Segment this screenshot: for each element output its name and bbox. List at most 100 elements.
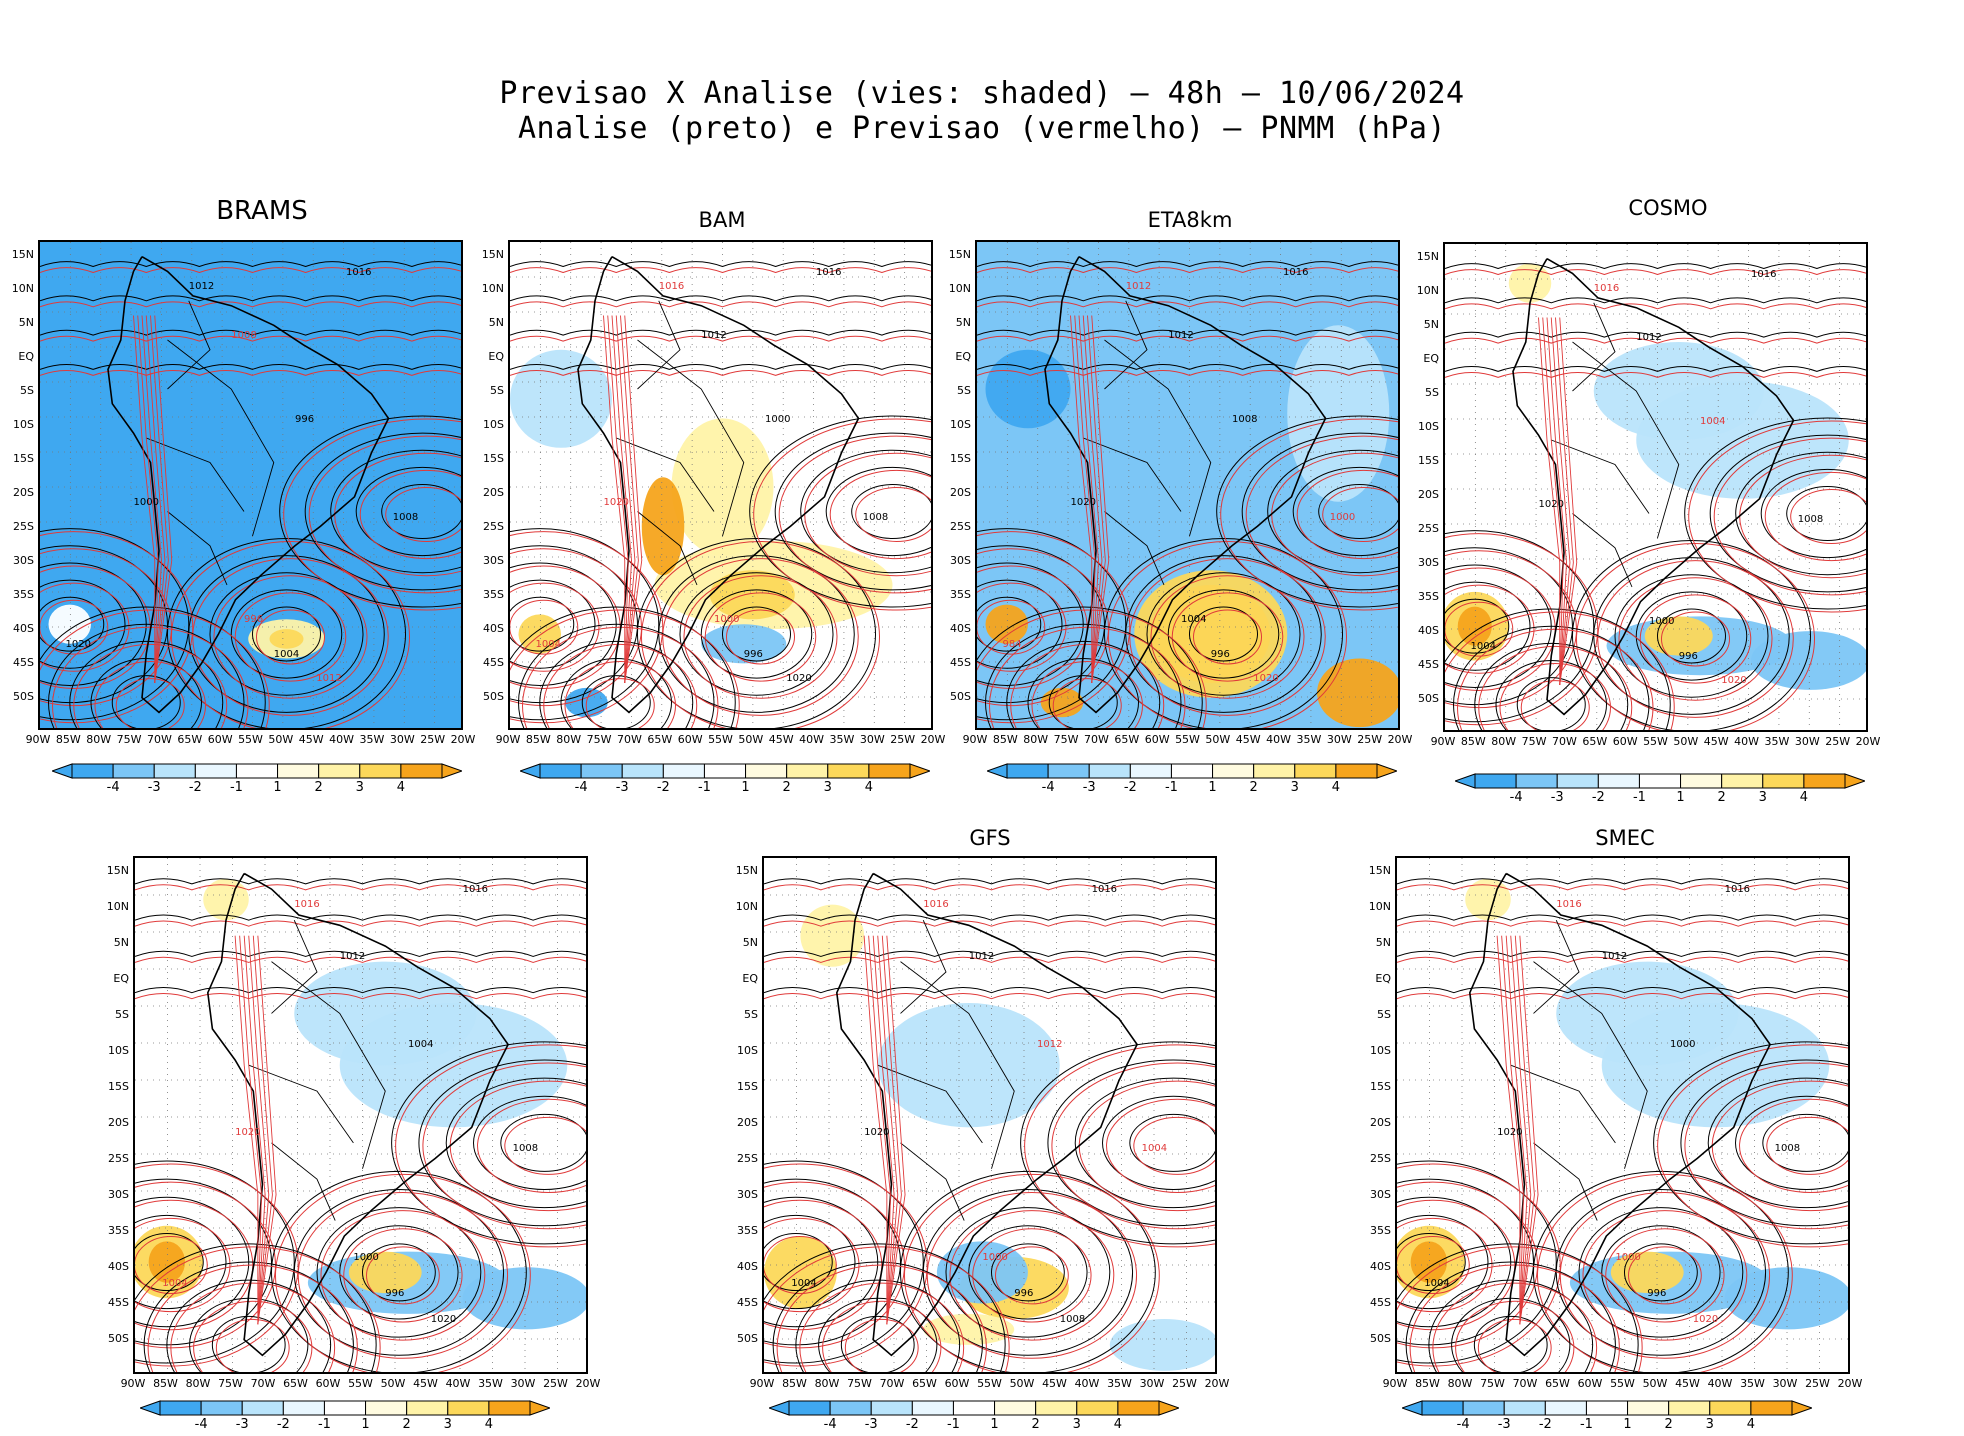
longitude-label: 50W: [738, 733, 764, 746]
longitude-label: 30W: [389, 733, 415, 746]
colorbar-label: 2: [1664, 1417, 1673, 1432]
isobar-label: 1016: [1593, 283, 1620, 295]
forecast-isobar: [135, 1217, 231, 1313]
analysis-isobar: [1572, 539, 1811, 730]
longitude-label: 75W: [116, 733, 142, 746]
latitude-label: 10S: [950, 418, 971, 431]
colorbar-label: -2: [1123, 780, 1137, 795]
forecast-isobar: [115, 678, 185, 728]
latitude-label: 40S: [108, 1260, 129, 1273]
colorbar-arrow-right: [1376, 763, 1397, 779]
forecast-isobar: [1477, 1318, 1552, 1372]
isobar-label: 1012: [701, 330, 727, 342]
longitude-label: 35W: [1107, 1377, 1132, 1390]
isobar-label: 1012: [188, 281, 215, 293]
isobar-label: 1004: [408, 1039, 434, 1051]
isobar-label: 1016: [346, 266, 372, 278]
forecast-isobar: [764, 1217, 860, 1313]
colorbar-segment: [1762, 773, 1805, 789]
forecast-isobar: [1657, 1044, 1848, 1248]
bias-shading: [294, 961, 477, 1066]
country-border: [1104, 339, 1212, 537]
isobar-label: 1004: [791, 1277, 817, 1289]
analysis-isobar: [1397, 914, 1848, 921]
latitude-label: 10N: [735, 900, 758, 913]
colorbar-segment: [1129, 763, 1172, 779]
analysis-isobar: [1578, 1207, 1744, 1338]
latitude-label: EQ: [955, 350, 971, 363]
forecast-isobar: [135, 1246, 381, 1372]
forecast-isobar: [40, 370, 461, 376]
latitude-label: 5N: [113, 936, 129, 949]
bias-shading: [1040, 687, 1084, 718]
forecast-isobar: [422, 1062, 586, 1230]
isobar-label: 996: [385, 1287, 405, 1299]
forecast-isobar: [972, 1228, 1092, 1323]
latitude-label: 10N: [1416, 284, 1439, 297]
south-america-coastline: [835, 872, 1139, 1357]
longitude-label: 40W: [1266, 733, 1291, 746]
latitude-label: 5N: [1423, 318, 1439, 331]
forecast-isobar: [1031, 661, 1143, 728]
forecast-isobar: [1074, 315, 1096, 684]
forecast-isobar: [683, 575, 838, 699]
colorbar-label: -2: [1591, 790, 1605, 805]
forecast-isobar: [504, 1116, 586, 1175]
colorbar-segment: [1117, 1400, 1160, 1416]
latitude-label: 10N: [1368, 900, 1391, 913]
longitude-label: 50W: [1205, 733, 1231, 746]
isobar-label: 1012: [1037, 1039, 1063, 1051]
forecast-isobar: [1024, 1044, 1215, 1248]
map-frame: 1016 1016 1012 1020 1000 996 1004 1008 1004 1012: [762, 856, 1217, 1374]
forecast-isobar: [1499, 663, 1611, 730]
bias-shading: [936, 1241, 1028, 1304]
forecast-isobar: [1559, 1192, 1771, 1359]
isobar-label: 1000: [765, 413, 791, 425]
forecast-isobar: [620, 315, 639, 684]
forecast-isobar: [1322, 487, 1398, 542]
analysis-isobar: [795, 1279, 961, 1372]
analysis-isobar: [977, 528, 1127, 721]
analysis-isobar: [1405, 1261, 1616, 1372]
colorbar-segment: [112, 763, 155, 779]
forecast-isobar: [764, 1246, 1010, 1372]
analysis-isobar: [977, 606, 1203, 728]
analysis-isobar: [40, 329, 461, 336]
colorbar-arrow-right: [1158, 1400, 1179, 1416]
country-border: [616, 437, 715, 512]
longitude-label: 50W: [268, 733, 294, 746]
isobar-label: 1008: [231, 330, 257, 342]
longitude-label: 75W: [586, 733, 612, 746]
country-border: [1551, 439, 1650, 514]
colorbar-label: -4: [1509, 790, 1523, 805]
country-border: [1083, 437, 1182, 512]
colorbar-label: -1: [1579, 1417, 1593, 1432]
colorbar-segment: [1668, 1400, 1711, 1416]
longitude-label: 80W: [814, 1377, 840, 1390]
longitude-label: 85W: [782, 1377, 807, 1390]
isobar-label: 1012: [339, 951, 366, 963]
analysis-isobar: [1760, 468, 1866, 559]
forecast-isobar: [1108, 540, 1347, 728]
colorbar-label: -3: [235, 1417, 249, 1432]
latitude-label: 15N: [481, 248, 504, 261]
latitude-label: 10S: [108, 1044, 129, 1057]
latitude-label: 15N: [11, 248, 34, 261]
analysis-isobar: [1516, 677, 1586, 730]
analysis-isobar: [764, 878, 1215, 885]
longitude-label: 25W: [420, 733, 446, 746]
analysis-isobar: [581, 675, 651, 728]
analysis-isobar: [362, 1243, 436, 1302]
longitude-label: 30W: [510, 1377, 536, 1390]
forecast-isobar: [154, 315, 173, 684]
longitude-label: 60W: [315, 1377, 341, 1390]
isobar-label: 1008: [512, 1142, 539, 1154]
analysis-isobar: [539, 640, 694, 728]
longitude-label: 45W: [413, 1377, 438, 1390]
bias-shading: [641, 477, 685, 576]
colorbar-segment: [1076, 1400, 1119, 1416]
forecast-isobar: [1505, 935, 1528, 1325]
colorbar-arrow-left: [520, 763, 541, 779]
forecast-isobar: [1684, 1062, 1848, 1230]
forecast-isobar: [40, 609, 270, 728]
